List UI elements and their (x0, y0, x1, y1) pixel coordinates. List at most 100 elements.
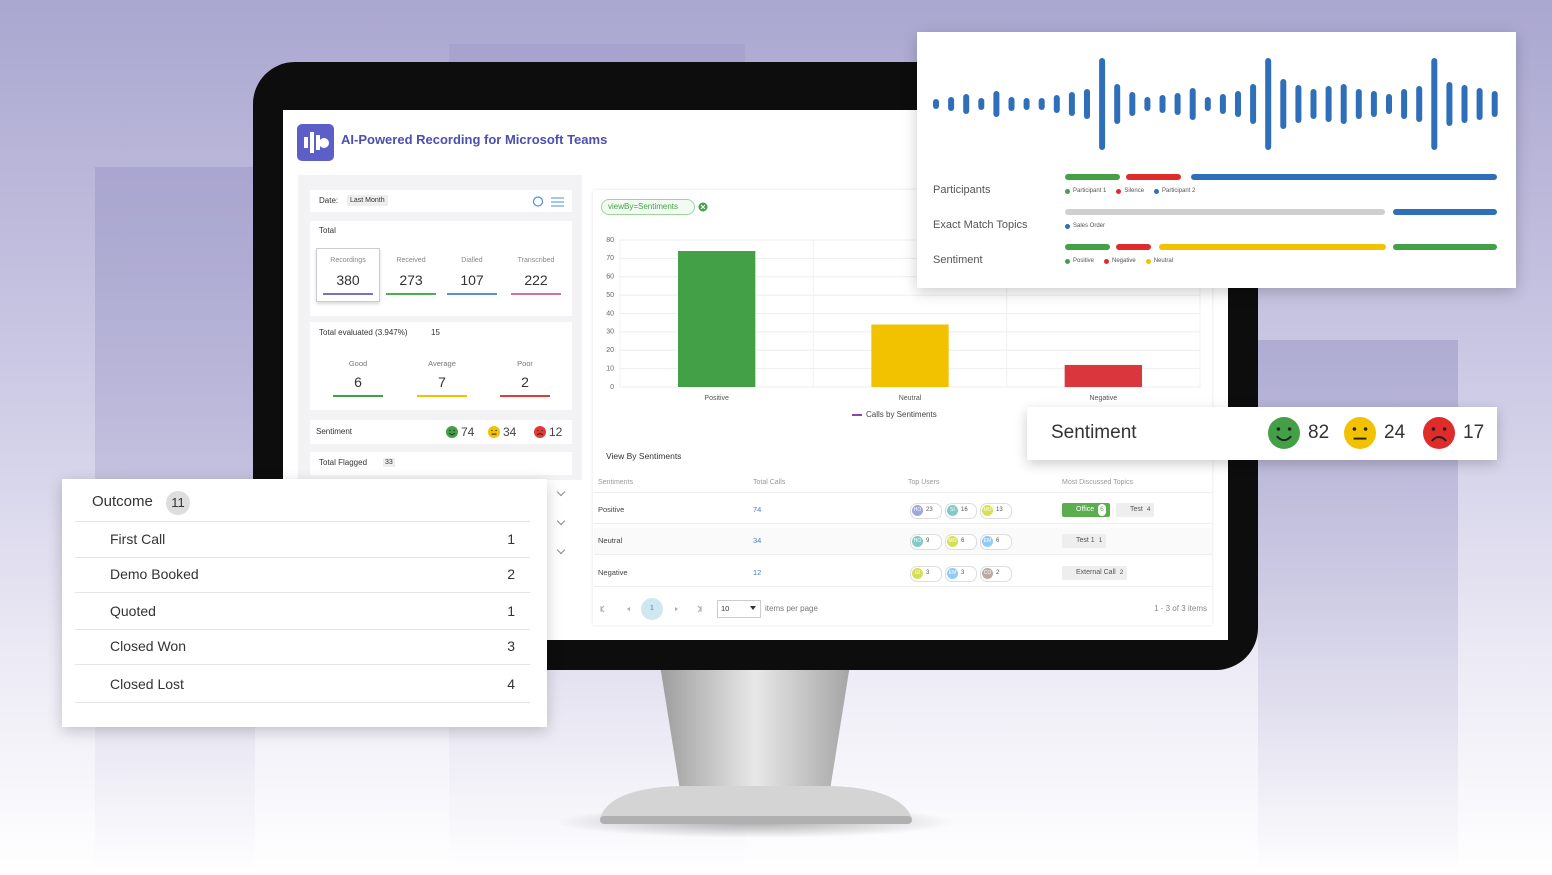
x-tick-label: Positive (704, 395, 729, 402)
table-title: View By Sentiments (606, 451, 682, 461)
wave-bar (1476, 88, 1483, 120)
timeline-segment (1159, 244, 1386, 250)
face-bg (446, 426, 458, 438)
sentiment-face (1423, 417, 1455, 449)
x-tick-label: Negative (1090, 395, 1118, 402)
legend-item: Participant 2 (1154, 188, 1195, 194)
wave-bar (948, 97, 955, 111)
topic-name: External Call (1076, 569, 1116, 576)
total-label: Recordings (330, 257, 366, 264)
user-avatar: MO (947, 536, 958, 547)
wave-bar (1174, 93, 1181, 115)
pager-page[interactable]: 1 (650, 605, 654, 612)
timeline-segment (1126, 174, 1181, 180)
page-size-select[interactable] (717, 600, 761, 618)
wave-bar (1129, 92, 1136, 116)
legend-item: Sales Order (1065, 223, 1105, 229)
table-row (594, 528, 1212, 555)
outcome-rule (75, 664, 530, 665)
user-avatar: MO (982, 505, 993, 516)
row-sentiment: Negative (598, 568, 628, 577)
user-count: 6 (996, 538, 1000, 544)
face-eye (491, 429, 493, 432)
total-value: 273 (399, 272, 423, 288)
filter-chip[interactable]: viewBy=Sentiments (601, 199, 696, 215)
y-tick-label: 70 (606, 255, 614, 262)
face-eye (1431, 427, 1436, 431)
outcome-label: Closed Lost (110, 676, 184, 692)
timeline-label: Participants (933, 184, 991, 196)
evaluated-underline (417, 395, 467, 397)
face-mouth (536, 433, 544, 436)
date-icons[interactable] (532, 195, 566, 208)
waveform (933, 58, 1498, 250)
legend-label: Negative (1112, 258, 1136, 264)
total-underline (511, 293, 561, 295)
sentiment-icon (534, 426, 546, 438)
wave-bar (933, 99, 939, 109)
user-count: 23 (926, 507, 933, 513)
pager-last (697, 605, 702, 613)
evaluated-label: Good (348, 359, 368, 368)
chip-close[interactable] (698, 202, 708, 212)
selected-box[interactable] (316, 248, 380, 302)
evaluated-value: 2 (521, 374, 529, 390)
row-total: 34 (753, 536, 762, 545)
topic-count: 1 (1098, 537, 1103, 544)
legend-label: Calls by Sentiments (866, 410, 937, 419)
face-mouth (1431, 436, 1447, 442)
timeline-segment (1116, 244, 1151, 250)
user-avatar: HO (912, 536, 923, 547)
y-tick-label: 0 (610, 384, 614, 391)
total-value: 107 (460, 272, 484, 288)
face-eye (1287, 427, 1292, 431)
total-underline (323, 293, 373, 295)
face-eye (537, 429, 539, 432)
flagged-label: Total Flagged (319, 458, 368, 467)
wave-bar (1250, 84, 1257, 124)
legend-dot (1065, 188, 1070, 194)
row-sentiment: Positive (598, 505, 625, 514)
legend-item: Silence (1116, 188, 1144, 194)
bar (871, 324, 949, 387)
topic-chip[interactable]: External Call 2 (1062, 566, 1128, 580)
pager-next (675, 607, 678, 611)
y-tick-label: 60 (606, 274, 614, 281)
timeline-legend: Participant 1 Silence Participant 2 (1065, 188, 1195, 194)
face-eye (1442, 427, 1447, 431)
pager-controls[interactable] (598, 597, 708, 621)
timeline-legend: Positive Negative Neutral (1065, 258, 1173, 264)
sentiment-value: 12 (549, 425, 563, 439)
sentiment-label: Sentiment (316, 427, 353, 436)
topic-count: 4 (1146, 506, 1151, 513)
user-count: 3 (926, 570, 930, 576)
legend-item: Participant 1 (1065, 188, 1106, 194)
y-tick-label: 40 (606, 310, 614, 317)
outcome-title: Outcome (92, 493, 153, 510)
wave-bar (1386, 94, 1392, 114)
outcome-value: 4 (507, 676, 515, 692)
user-avatar: CO (982, 568, 993, 579)
timeline-segment (1065, 209, 1385, 215)
wave-bar (1416, 86, 1423, 122)
sentiment-face (1268, 417, 1300, 449)
column-header: Top Users (908, 479, 940, 486)
wave-bar (963, 94, 970, 114)
total-underline (386, 293, 436, 295)
date-value[interactable]: Last Month (347, 195, 388, 206)
user-avatar: EM (982, 536, 993, 547)
sentiment-card-value: 17 (1463, 422, 1485, 443)
wave-bar (1038, 98, 1045, 110)
face-mouth (448, 432, 456, 436)
evaluated-label: Poor (517, 359, 533, 368)
sentiment-card (1027, 407, 1497, 460)
sentiment-card-value: 82 (1308, 422, 1330, 443)
topic-chip[interactable]: Test 4 (1116, 503, 1155, 517)
column-header: Most Discussed Topics (1062, 479, 1134, 486)
topic-chip[interactable]: Office 6 (1062, 503, 1110, 517)
row-sentiment: Neutral (598, 536, 623, 545)
page-size[interactable]: 10 (721, 604, 730, 613)
legend-dot (1116, 188, 1122, 194)
wave-bar (1189, 88, 1196, 120)
